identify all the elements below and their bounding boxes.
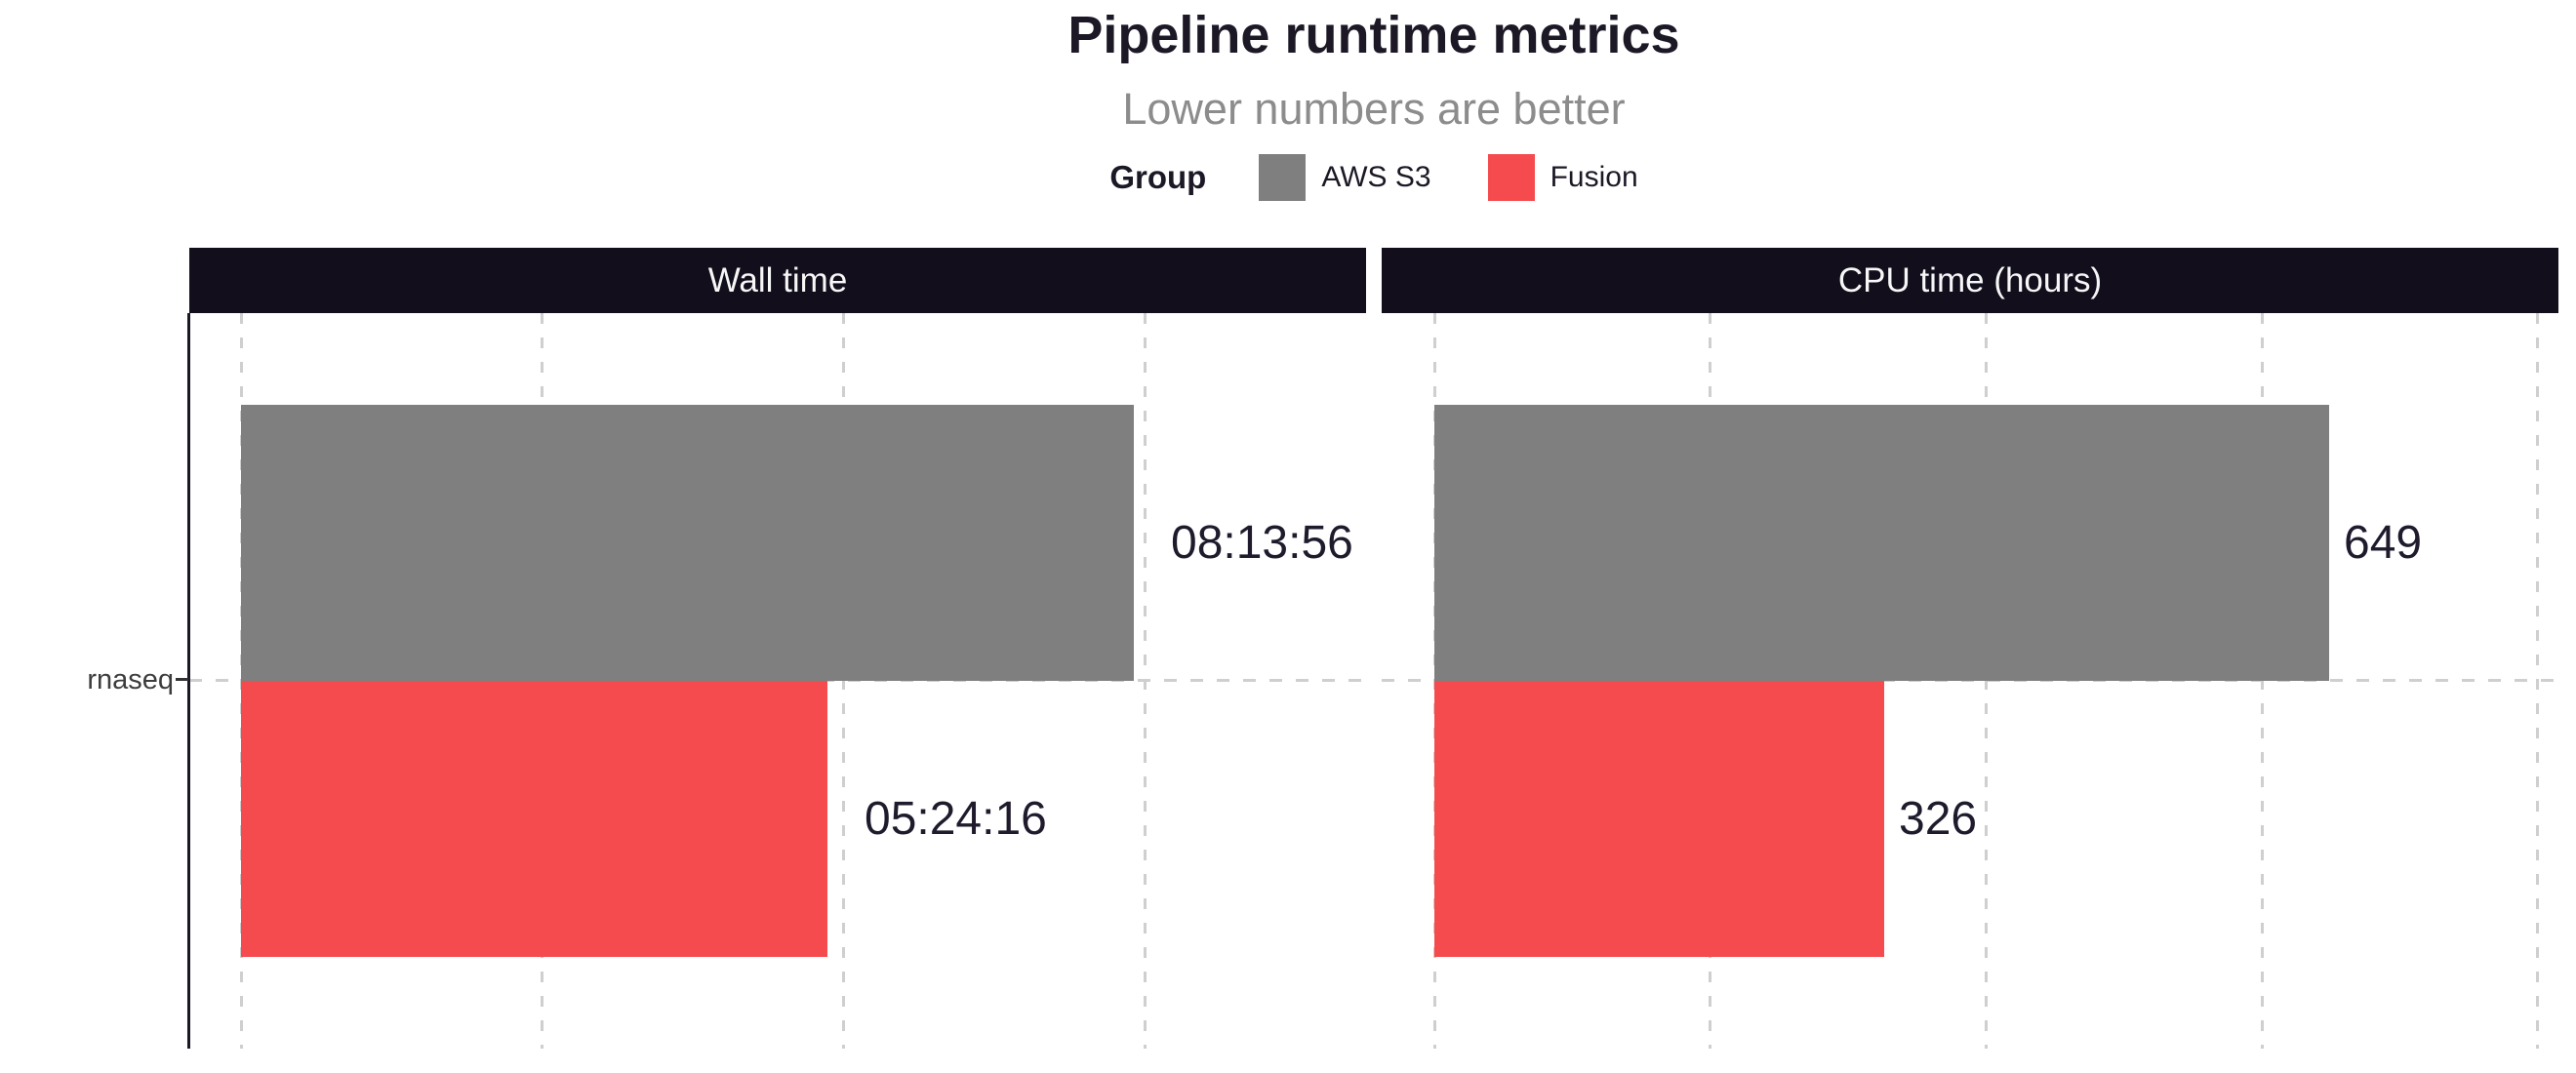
legend-label: AWS S3 bbox=[1321, 161, 1431, 193]
legend-title: Group bbox=[1109, 159, 1207, 195]
facet-title: Wall time bbox=[707, 260, 848, 299]
legend-item-fusion: Fusion bbox=[1487, 154, 1638, 201]
y-axis-tick-label: rnaseq bbox=[87, 664, 174, 695]
legend-item-aws-s3: AWS S3 bbox=[1259, 154, 1431, 201]
chart-title: Pipeline runtime metrics bbox=[1067, 6, 1680, 64]
legend-items: AWS S3 Fusion bbox=[1259, 154, 1638, 201]
bar-aws-s3 bbox=[241, 405, 1134, 681]
legend-swatch bbox=[1487, 154, 1535, 201]
bar-value-label: 05:24:16 bbox=[865, 793, 1047, 845]
chart-subtitle: Lower numbers are better bbox=[1122, 84, 1626, 134]
facet-strip: CPU time (hours) bbox=[1382, 248, 2558, 313]
facet-title: CPU time (hours) bbox=[1837, 260, 2103, 299]
bar-fusion bbox=[241, 681, 827, 957]
legend: Group AWS S3 Fusion bbox=[189, 148, 2558, 207]
legend-label: Fusion bbox=[1550, 161, 1638, 193]
bar-value-label: 326 bbox=[1899, 793, 1978, 845]
bar-aws-s3 bbox=[1434, 405, 2329, 681]
legend-swatch bbox=[1259, 154, 1307, 201]
bar-value-label: 649 bbox=[2344, 517, 2423, 569]
y-axis-line bbox=[187, 313, 190, 1049]
y-axis-tick bbox=[176, 678, 188, 681]
facet-strip: Wall time bbox=[189, 248, 1366, 313]
bar-fusion bbox=[1434, 681, 1884, 957]
bar-value-label: 08:13:56 bbox=[1171, 517, 1353, 569]
